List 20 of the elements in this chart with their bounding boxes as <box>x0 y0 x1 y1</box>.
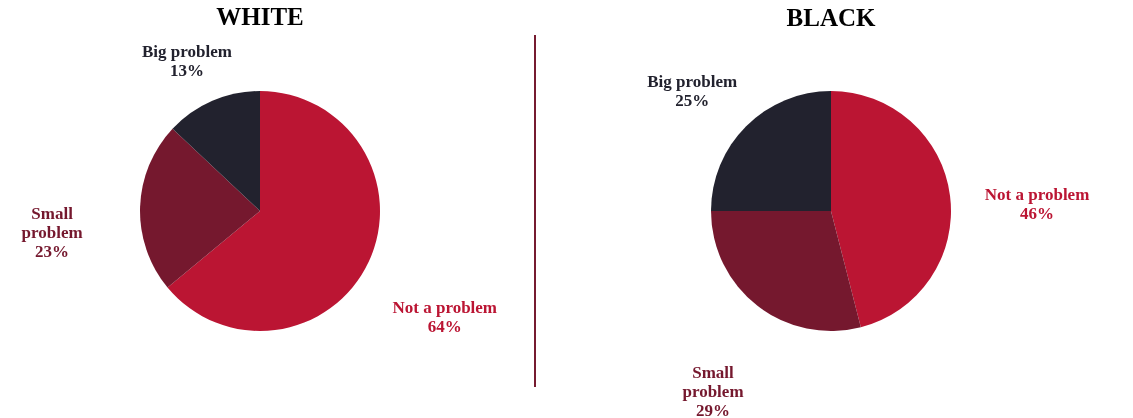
slice-label: Small problem <box>682 363 744 402</box>
pie-slice <box>167 91 380 331</box>
chart-title: WHITE <box>216 3 304 31</box>
slice-label: Big problem <box>647 72 738 92</box>
slice-label: Not a problem <box>984 184 1090 204</box>
data-label: 29% <box>696 401 731 418</box>
pie-slice <box>831 91 951 328</box>
data-label: 46% <box>1020 203 1055 223</box>
pie-slice <box>711 211 861 331</box>
data-label: 13% <box>169 61 204 81</box>
slice-label: Not a problem <box>392 297 498 317</box>
data-label: 64% <box>427 316 462 336</box>
data-label: 25% <box>675 91 710 111</box>
chart-title: BLACK <box>786 4 876 31</box>
slice-label: Big problem <box>142 42 232 62</box>
pie-slice <box>140 128 260 288</box>
data-label: 23% <box>35 242 70 262</box>
pie-slice <box>172 91 260 211</box>
slice-label: Small problem <box>21 204 83 243</box>
pie-slice <box>711 91 831 211</box>
